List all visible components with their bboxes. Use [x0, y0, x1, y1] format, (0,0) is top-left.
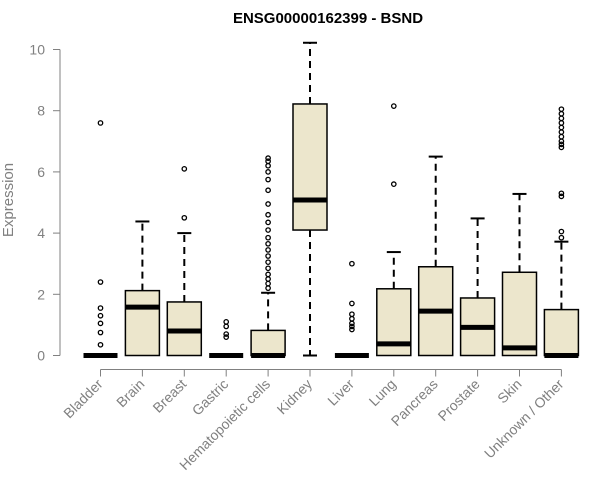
outlier-point [558, 190, 565, 197]
outlier-point [265, 271, 271, 278]
outlier-point [265, 253, 271, 259]
outlier-point [97, 305, 104, 311]
box-iqr [501, 271, 538, 357]
outlier-point [265, 285, 271, 292]
x-tick-label: Pancreas [388, 376, 441, 429]
outlier-point [558, 138, 565, 145]
box-brain [124, 220, 161, 357]
outlier-point [265, 187, 271, 194]
outlier-point [558, 141, 565, 148]
x-tick-label: Kidney [274, 376, 316, 418]
outlier-point [390, 181, 397, 187]
outlier-point [558, 193, 565, 200]
outlier-point [223, 323, 230, 330]
outlier-point [558, 106, 565, 113]
outlier-point [558, 120, 565, 126]
outlier-point [558, 133, 565, 140]
box-pancreas [417, 155, 454, 357]
box-iqr [250, 329, 286, 357]
outlier-point [223, 318, 230, 325]
outlier-point [265, 219, 271, 226]
x-tick-label: Prostate [435, 376, 483, 424]
y-tick-label: 2 [37, 286, 45, 302]
box-iqr [543, 308, 580, 357]
outlier-point [349, 315, 355, 322]
box-skin [501, 192, 538, 357]
box-iqr [124, 289, 161, 357]
outlier-point [97, 320, 104, 327]
outlier-point [265, 240, 271, 247]
outlier-point [558, 124, 565, 131]
y-tick-label: 6 [37, 164, 45, 180]
outlier-point [265, 227, 271, 233]
outlier-point [558, 129, 565, 135]
boxes-group [83, 41, 580, 358]
outlier-point [265, 265, 271, 272]
x-tick-label: Unknown / Other [481, 376, 567, 462]
box-prostate [459, 217, 496, 357]
box-liver [334, 260, 369, 358]
x-tick-label: Liver [324, 376, 357, 409]
outlier-point [181, 165, 188, 172]
outlier-point [265, 276, 271, 282]
outlier-point [558, 115, 565, 122]
outlier-point [390, 103, 397, 109]
outlier-point [265, 158, 271, 165]
box-unknown-other [543, 106, 580, 358]
outlier-point [265, 176, 271, 183]
outlier-point [265, 211, 271, 218]
x-tick-label: Bladder [60, 376, 106, 422]
box-iqr [292, 103, 328, 231]
x-tick-label: Breast [149, 376, 189, 416]
outlier-point [97, 312, 104, 319]
y-tick-label: 0 [37, 348, 45, 364]
x-tick-label: Lung [366, 376, 399, 409]
box-lung [376, 103, 412, 357]
outlier-point [223, 334, 230, 340]
y-tick-label: 4 [37, 225, 45, 241]
outlier-point [558, 234, 565, 241]
outlier-point [349, 320, 355, 327]
chart-title: ENSG00000162399 - BSND [233, 10, 423, 27]
outlier-point [97, 279, 104, 285]
y-tick-label: 10 [29, 42, 45, 58]
y-axis: 0 2 4 6 8 10 [29, 42, 61, 364]
outlier-point [558, 110, 565, 117]
outlier-point [349, 260, 355, 267]
outlier-point [558, 228, 565, 235]
outlier-point [265, 247, 271, 253]
outlier-point [265, 280, 271, 287]
outlier-point [265, 169, 271, 175]
outlier-point [558, 144, 565, 151]
outlier-point [265, 201, 271, 207]
outlier-point [97, 120, 104, 126]
outlier-point [349, 300, 355, 307]
outlier-point [265, 162, 271, 169]
outlier-point [349, 311, 355, 318]
outlier-point [349, 323, 355, 330]
outlier-point [97, 329, 104, 336]
outlier-point [265, 155, 271, 161]
outlier-point [97, 341, 104, 348]
outlier-point [181, 214, 188, 221]
box-bladder [83, 120, 118, 358]
x-tick-label: Skin [494, 376, 525, 407]
y-tick-label: 8 [37, 103, 45, 119]
box-hematopoietic-cells [250, 155, 286, 358]
outlier-point [265, 234, 271, 241]
y-axis-label: Expression [0, 163, 17, 237]
box-kidney [292, 41, 328, 357]
box-gastric [209, 318, 244, 358]
outlier-point [265, 259, 271, 266]
box-breast [166, 165, 203, 357]
x-tick-label: Brain [113, 376, 147, 410]
outlier-point [349, 326, 355, 333]
outlier-point [223, 331, 230, 337]
